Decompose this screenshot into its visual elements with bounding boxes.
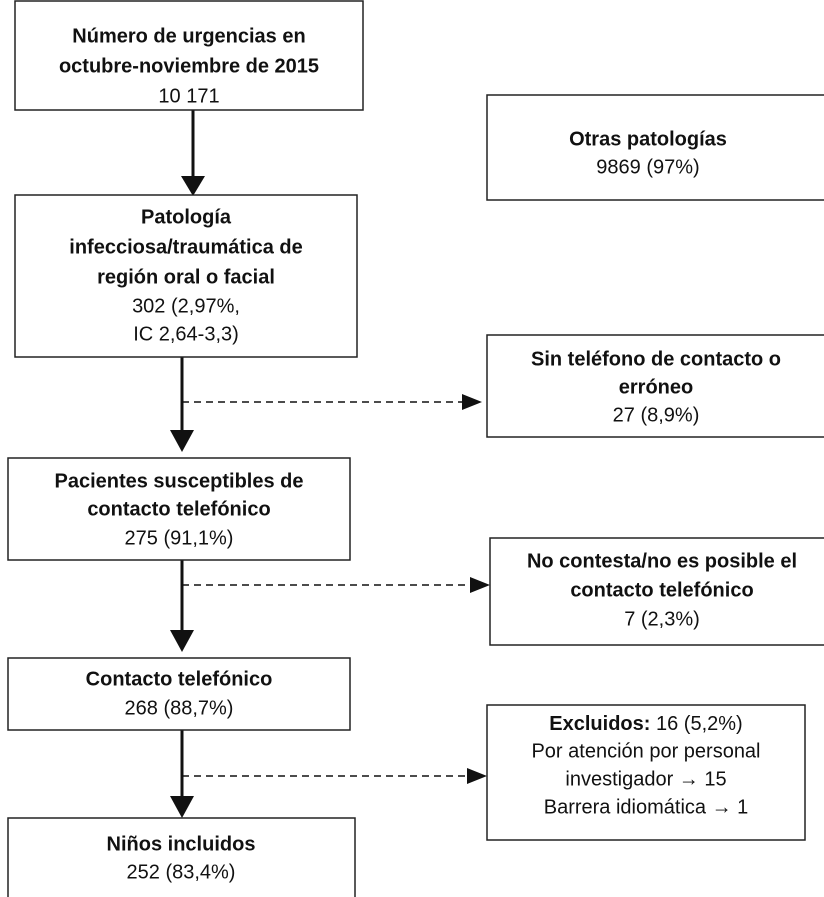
node-title: erróneo (619, 376, 693, 398)
node-detail: Barrera idiomática → 1 (544, 796, 749, 818)
node-title: Patología (141, 206, 232, 228)
node-detail: 27 (8,9%) (613, 404, 700, 426)
node-line: Excluidos: 16 (5,2%) (549, 713, 742, 735)
node-title: Pacientes susceptibles de (54, 470, 303, 492)
node-title: contacto telefónico (87, 498, 270, 520)
node-title: contacto telefónico (570, 579, 753, 601)
arrowhead (170, 796, 194, 818)
node-detail: Por atención por personal (531, 740, 760, 762)
node-detail: IC 2,64-3,3) (133, 323, 239, 345)
box (7, 817, 356, 897)
node-detail: 7 (2,3%) (624, 608, 700, 630)
node-title: región oral o facial (97, 266, 275, 288)
node-title: Contacto telefónico (86, 668, 273, 690)
box (486, 94, 824, 201)
box (7, 657, 351, 731)
box (489, 537, 824, 646)
node-detail: 9869 (97%) (596, 156, 699, 178)
node-detail: 268 (88,7%) (125, 697, 234, 719)
node-detail: 16 (5,2%) (656, 713, 743, 735)
node-detail: 275 (91,1%) (125, 527, 234, 549)
node-title: Excluidos: (549, 713, 650, 735)
node-title: Otras patologías (569, 128, 727, 150)
node-title: Niños incluidos (107, 833, 256, 855)
box (14, 0, 364, 111)
arrowhead (170, 430, 194, 452)
box (7, 457, 351, 561)
node-title: infecciosa/traumática de (69, 236, 302, 258)
node-detail: 302 (2,97%, (132, 295, 240, 317)
node-title: No contesta/no es posible el (527, 550, 797, 572)
node-title: Sin teléfono de contacto o (531, 348, 781, 370)
arrowhead (467, 768, 487, 784)
node-detail: 252 (83,4%) (127, 861, 236, 883)
arrowhead (181, 176, 205, 196)
node-title: Número de urgencias en (72, 25, 305, 47)
node-detail: investigador → 15 (565, 768, 726, 790)
arrowhead (170, 630, 194, 652)
box (486, 334, 824, 438)
box (14, 194, 358, 358)
node-detail: 10 171 (158, 85, 219, 107)
arrowhead (462, 394, 482, 410)
node-title: octubre-noviembre de 2015 (59, 55, 319, 77)
arrowhead (470, 577, 490, 593)
box (486, 704, 806, 841)
